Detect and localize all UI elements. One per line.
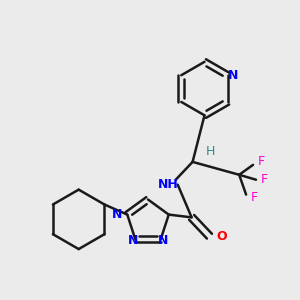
- Text: NH: NH: [158, 178, 178, 191]
- Text: F: F: [250, 191, 258, 204]
- Text: N: N: [112, 208, 122, 221]
- Text: H: H: [206, 146, 215, 158]
- Text: F: F: [257, 155, 265, 168]
- Text: N: N: [158, 234, 168, 248]
- Text: N: N: [227, 69, 238, 82]
- Text: F: F: [260, 173, 268, 186]
- Text: N: N: [128, 234, 138, 248]
- Text: O: O: [216, 230, 227, 243]
